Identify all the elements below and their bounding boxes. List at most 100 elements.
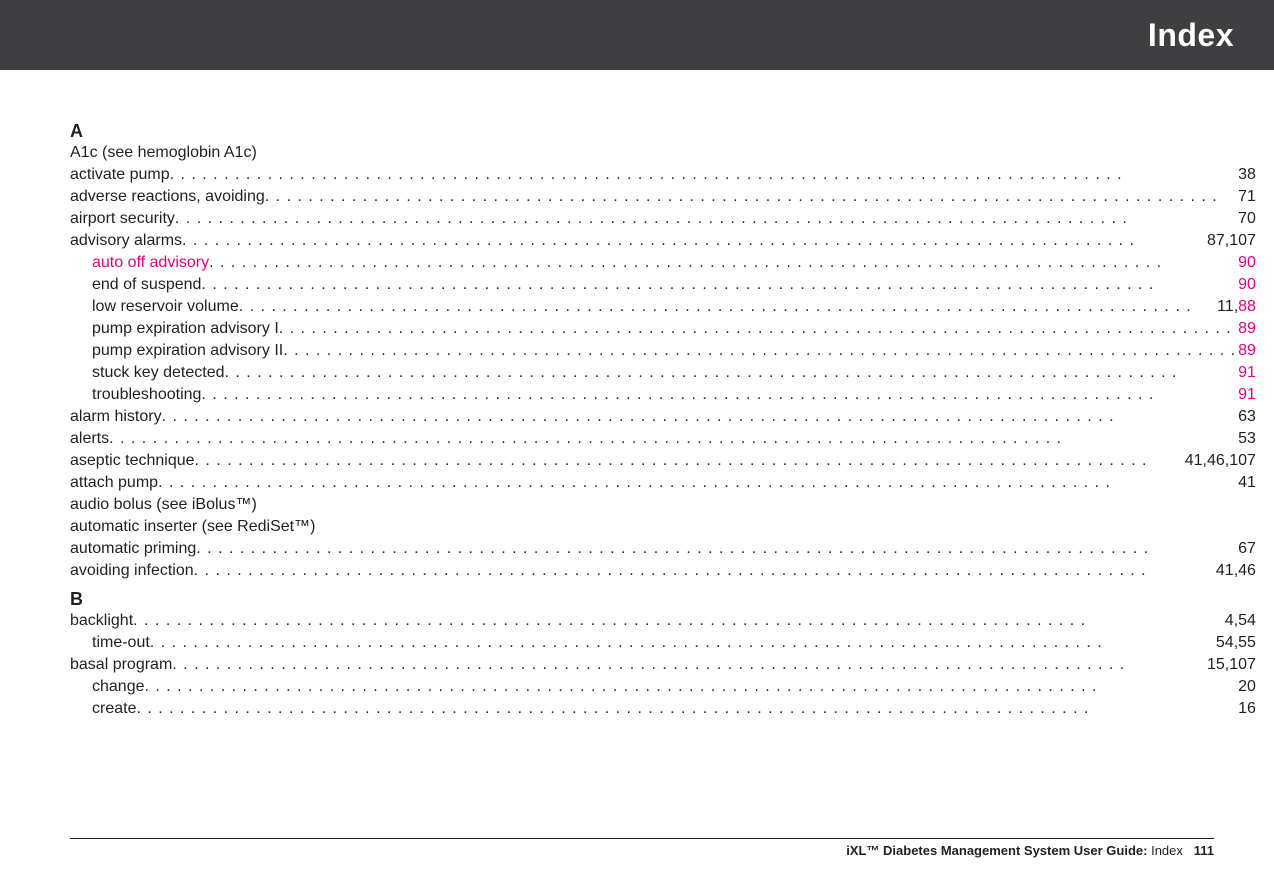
index-page-ref[interactable]: 41 xyxy=(1236,472,1256,494)
index-term: basal program xyxy=(70,654,172,676)
index-term[interactable]: auto off advisory xyxy=(92,252,209,274)
index-term: end of suspend xyxy=(92,274,201,296)
index-subentry: change 20 xyxy=(70,676,1256,698)
index-page-ref[interactable]: 15,107 xyxy=(1205,654,1256,676)
index-entry: basal program 15,107 xyxy=(70,654,1256,676)
index-term: aseptic technique xyxy=(70,450,195,472)
index-entry: advisory alarms 87,107 xyxy=(70,230,1256,252)
leader-dots xyxy=(136,698,1236,720)
index-term: pump expiration advisory II xyxy=(92,340,283,362)
footer-page-number: 111 xyxy=(1194,843,1214,858)
index-page-ref[interactable]: 53 xyxy=(1236,428,1256,450)
index-term: adverse reactions, avoiding xyxy=(70,186,265,208)
index-entry: airport security 70 xyxy=(70,208,1256,230)
index-term: alerts xyxy=(70,428,109,450)
index-page-ref[interactable]: 54,55 xyxy=(1214,632,1256,654)
index-term: pump expiration advisory I xyxy=(92,318,279,340)
index-page-ref[interactable]: 38 xyxy=(1236,164,1256,186)
index-term: low reservoir volume xyxy=(92,296,239,318)
leader-dots xyxy=(158,472,1236,494)
index-page-ref[interactable]: 20 xyxy=(1236,676,1256,698)
index-term: alarm history xyxy=(70,406,162,428)
index-term: advisory alarms xyxy=(70,230,182,252)
page-footer: iXL™ Diabetes Management System User Gui… xyxy=(70,838,1214,858)
index-content: AA1c (see hemoglobin A1c)activate pump 3… xyxy=(0,70,1274,764)
index-page-ref[interactable]: 4,54 xyxy=(1223,610,1256,632)
leader-dots xyxy=(145,676,1237,698)
index-page-ref[interactable]: 90 xyxy=(1236,252,1256,274)
leader-dots xyxy=(175,208,1236,230)
index-entry: backlight 4,54 xyxy=(70,610,1256,632)
index-page-ref[interactable]: 89 xyxy=(1236,340,1256,362)
leader-dots xyxy=(265,186,1236,208)
index-term: troubleshooting xyxy=(92,384,201,406)
leader-dots xyxy=(170,164,1237,186)
index-see-reference: A1c (see hemoglobin A1c) xyxy=(70,142,1256,164)
leader-dots xyxy=(283,340,1236,362)
index-term: attach pump xyxy=(70,472,158,494)
index-term: airport security xyxy=(70,208,175,230)
index-page-ref[interactable]: 91 xyxy=(1236,362,1256,384)
index-subentry: auto off advisory 90 xyxy=(70,252,1256,274)
leader-dots xyxy=(239,296,1215,318)
index-subentry: stuck key detected 91 xyxy=(70,362,1256,384)
index-page-ref[interactable]: 63 xyxy=(1236,406,1256,428)
leader-dots xyxy=(279,318,1236,340)
leader-dots xyxy=(182,230,1205,252)
index-page-ref[interactable]: 67 xyxy=(1236,538,1256,560)
index-entry: alarm history 63 xyxy=(70,406,1256,428)
leader-dots xyxy=(162,406,1237,428)
leader-dots xyxy=(195,450,1183,472)
index-subentry: end of suspend 90 xyxy=(70,274,1256,296)
index-page-ref[interactable]: 87,107 xyxy=(1205,230,1256,252)
index-page-ref[interactable]: 41,46,107 xyxy=(1183,450,1256,472)
index-page-ref[interactable]: 11,88 xyxy=(1215,296,1256,318)
leader-dots xyxy=(201,274,1236,296)
index-page-ref[interactable]: 16 xyxy=(1236,698,1256,720)
index-column-1: AA1c (see hemoglobin A1c)activate pump 3… xyxy=(70,120,1256,764)
index-page-ref[interactable]: 71 xyxy=(1236,186,1256,208)
leader-dots xyxy=(194,560,1214,582)
index-term: change xyxy=(92,676,145,698)
index-subentry: pump expiration advisory II 89 xyxy=(70,340,1256,362)
leader-dots xyxy=(109,428,1236,450)
index-letter-heading: A xyxy=(70,120,1256,142)
index-page-ref[interactable]: 41,46 xyxy=(1214,560,1256,582)
index-see-reference: automatic inserter (see RediSet™) xyxy=(70,516,1256,538)
index-term: stuck key detected xyxy=(92,362,225,384)
page-header: Index xyxy=(0,0,1274,70)
index-entry: avoiding infection 41,46 xyxy=(70,560,1256,582)
header-title: Index xyxy=(1148,17,1234,54)
leader-dots xyxy=(172,654,1205,676)
index-term: automatic priming xyxy=(70,538,196,560)
index-subentry: pump expiration advisory I 89 xyxy=(70,318,1256,340)
index-subentry: low reservoir volume 11,88 xyxy=(70,296,1256,318)
index-page-ref[interactable]: 90 xyxy=(1236,274,1256,296)
leader-dots xyxy=(196,538,1236,560)
index-term: create xyxy=(92,698,136,720)
index-entry: automatic priming 67 xyxy=(70,538,1256,560)
leader-dots xyxy=(133,610,1223,632)
index-page-ref[interactable]: 70 xyxy=(1236,208,1256,230)
index-entry: adverse reactions, avoiding 71 xyxy=(70,186,1256,208)
index-entry: activate pump 38 xyxy=(70,164,1256,186)
index-term: time-out xyxy=(92,632,150,654)
footer-section: Index xyxy=(1151,843,1183,858)
footer-product: iXL™ Diabetes Management System User Gui… xyxy=(846,843,1147,858)
leader-dots xyxy=(225,362,1237,384)
page: Index AA1c (see hemoglobin A1c)activate … xyxy=(0,0,1274,878)
index-subentry: time-out 54,55 xyxy=(70,632,1256,654)
index-subentry: troubleshooting 91 xyxy=(70,384,1256,406)
leader-dots xyxy=(201,384,1236,406)
index-letter-heading: B xyxy=(70,588,1256,610)
index-page-ref[interactable]: 89 xyxy=(1236,318,1256,340)
index-see-reference: audio bolus (see iBolus™) xyxy=(70,494,1256,516)
index-subentry: create 16 xyxy=(70,698,1256,720)
index-entry: alerts 53 xyxy=(70,428,1256,450)
index-entry: aseptic technique 41,46,107 xyxy=(70,450,1256,472)
leader-dots xyxy=(209,252,1236,274)
index-page-ref[interactable]: 91 xyxy=(1236,384,1256,406)
index-entry: attach pump 41 xyxy=(70,472,1256,494)
index-term: avoiding infection xyxy=(70,560,194,582)
leader-dots xyxy=(150,632,1214,654)
